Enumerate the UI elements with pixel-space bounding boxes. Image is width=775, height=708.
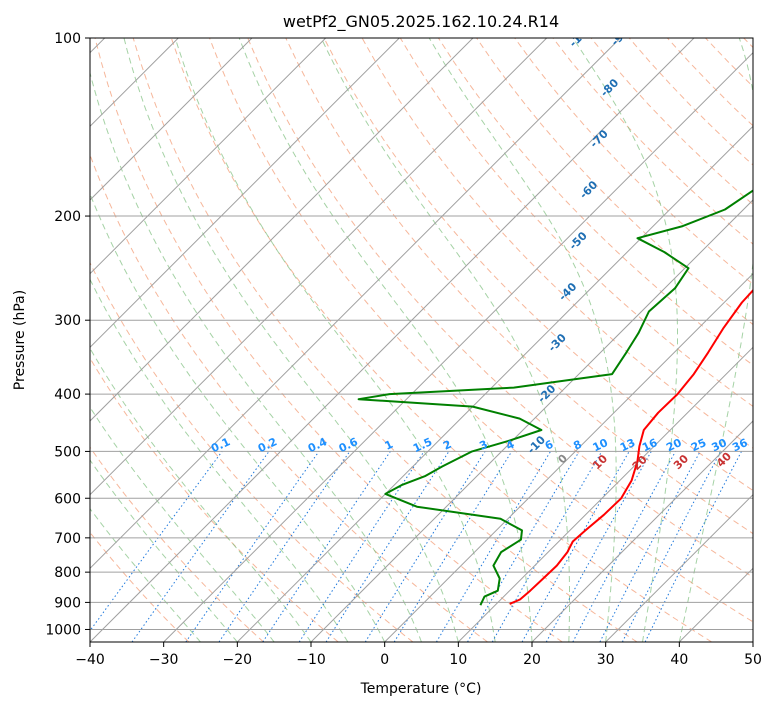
mixing-ratio-label: 10 — [591, 436, 611, 454]
mixing-ratio-line — [325, 451, 450, 642]
dewpoint-profile-line — [357, 189, 753, 606]
y-tick-label: 900 — [54, 595, 81, 611]
y-tick-label: 200 — [54, 209, 81, 225]
mixing-ratio-line — [644, 451, 742, 642]
moist-adiabats — [90, 38, 753, 642]
dry-adiabat — [476, 38, 753, 326]
dry-adiabat — [170, 38, 712, 642]
isopleth-label: -90 — [609, 25, 632, 48]
dry-adiabat — [90, 261, 414, 642]
mixing-ratio-line — [262, 451, 391, 642]
y-tick-label: 100 — [54, 31, 81, 47]
dry-adiabat — [90, 446, 264, 642]
isotherm-line — [163, 51, 753, 642]
isotherm-line — [90, 38, 548, 496]
x-tick-label: −30 — [149, 652, 179, 668]
moist-adiabat — [174, 38, 496, 642]
temperature-profile-line — [509, 288, 753, 605]
dry-adiabat — [132, 38, 638, 642]
plot-frame — [89, 37, 754, 643]
y-tick-label: 300 — [54, 313, 81, 329]
mixing-ratio-line — [393, 451, 513, 642]
moist-adiabat — [678, 38, 753, 642]
isotherm-line — [90, 38, 400, 349]
moist-adiabat — [320, 38, 570, 642]
x-tick-label: −20 — [223, 652, 253, 668]
moist-adiabat — [90, 459, 238, 642]
y-tick-label: 500 — [54, 444, 81, 460]
moist-adiabat — [90, 278, 349, 642]
mixing-ratio-line — [298, 451, 425, 642]
y-axis-title: Pressure (hPa) — [12, 290, 28, 390]
x-tick-label: 20 — [523, 652, 541, 668]
y-tick-label: 600 — [54, 491, 81, 507]
mixing-ratio-label: 13 — [618, 436, 637, 454]
y-tick-label: 1000 — [45, 622, 81, 638]
mixing-ratio-label: 25 — [689, 436, 708, 454]
y-tick-label: 700 — [54, 531, 81, 547]
moist-adiabat — [90, 507, 201, 642]
isotherm-line — [90, 38, 695, 642]
dry-adiabat — [90, 357, 339, 642]
x-tick-label: 30 — [597, 652, 615, 668]
isotherm-line — [90, 38, 327, 275]
moist-adiabat — [90, 192, 386, 642]
isotherm-line — [384, 272, 753, 642]
isotherm-line — [236, 125, 753, 642]
moist-adiabat — [238, 38, 533, 642]
mixing-ratio-line — [621, 451, 722, 642]
dry-adiabats — [90, 38, 753, 642]
mixing-ratio-line — [521, 451, 630, 642]
mixing-ratio-line — [185, 451, 320, 642]
isotherm-line — [531, 420, 753, 642]
x-tick-label: −10 — [296, 652, 326, 668]
skewed-isotherms — [90, 38, 753, 642]
isotherm-line — [90, 38, 621, 570]
isotherm-line — [605, 493, 753, 642]
dry-adiabat — [94, 38, 563, 642]
x-axis-ticks: −40 −30 −20 −10 0 10 20 30 40 50 — [75, 642, 762, 668]
x-axis-title: Temperature (°C) — [360, 681, 482, 697]
x-tick-label: 40 — [670, 652, 688, 668]
dry-adiabat — [285, 38, 753, 535]
mixing-ratio-line — [572, 451, 676, 642]
x-tick-label: 10 — [449, 652, 467, 668]
dry-adiabat — [247, 38, 753, 578]
chart-title: wetPf2_GN05.2025.162.10.24.R14 — [283, 12, 559, 32]
y-tick-label: 800 — [54, 565, 81, 581]
mixing-ratio-label: 20 — [664, 436, 684, 454]
moist-adiabat — [123, 38, 459, 642]
sounding-series — [357, 189, 753, 606]
x-tick-label: 50 — [744, 652, 762, 668]
mixing-ratio-label: 36 — [730, 436, 750, 454]
y-tick-label: 400 — [54, 387, 81, 403]
mixing-ratio-line — [218, 451, 351, 642]
isotherm-line — [457, 346, 753, 642]
moist-adiabat — [572, 38, 678, 642]
mixing-ratio-label: 30 — [710, 436, 730, 454]
plot-area: 0.10.20.40.611.52346810131620253036-100-… — [90, 21, 753, 642]
moist-adiabat — [90, 406, 275, 642]
mixing-ratio-label: 16 — [640, 436, 660, 454]
isopleth-label: -100 — [567, 21, 596, 50]
x-tick-label: −40 — [75, 652, 105, 668]
moist-adiabat — [428, 38, 617, 642]
isotherm-line — [310, 199, 753, 642]
isotherm-line — [90, 38, 253, 201]
dry-adiabat — [514, 38, 753, 285]
x-tick-label: 0 — [380, 652, 389, 668]
dry-adiabat — [323, 38, 753, 492]
mixing-ratio-line — [90, 451, 223, 632]
dry-adiabat — [209, 38, 753, 623]
isotherm-line — [90, 38, 474, 422]
moist-adiabat — [90, 70, 422, 642]
isobar-gridlines — [90, 38, 753, 630]
mixing-ratio-line — [545, 451, 652, 642]
y-axis-ticks: 100 200 300 400 500 600 700 800 900 1000 — [45, 31, 90, 638]
